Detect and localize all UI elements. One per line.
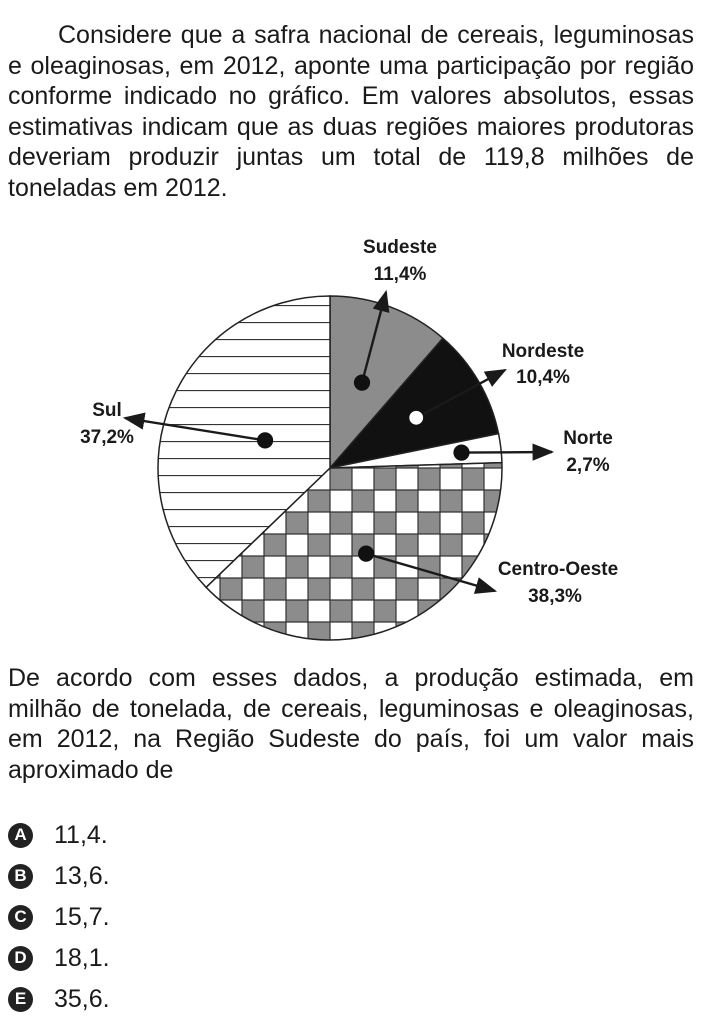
- option-a-badge: A: [8, 822, 33, 848]
- option-b-badge: B: [8, 863, 33, 889]
- option-b-text: 13,6.: [54, 861, 110, 890]
- label-centro-oeste-name: Centro-Oeste: [498, 559, 618, 580]
- dot-sudeste: [353, 374, 371, 391]
- leader-sul: [122, 412, 266, 442]
- option-a-text: 11,4.: [54, 820, 108, 849]
- dot-sul: [257, 432, 274, 449]
- dot-norte: [453, 444, 470, 461]
- dot-nordeste: [408, 409, 425, 426]
- label-sudeste-name: Sudeste: [363, 237, 437, 258]
- leader-norte: [461, 443, 555, 461]
- label-centro-oeste-value: 38,3%: [528, 586, 582, 607]
- label-norte-value: 2,7%: [566, 455, 609, 476]
- option-b[interactable]: B 13,6.: [8, 856, 110, 896]
- leader-sudeste: [360, 289, 390, 383]
- label-sul-value: 37,2%: [80, 427, 134, 448]
- option-d-text: 18,1.: [54, 943, 110, 972]
- label-nordeste-value: 10,4%: [516, 367, 570, 388]
- leader-centro-oeste: [365, 552, 498, 594]
- option-d[interactable]: D 18,1.: [8, 938, 110, 978]
- dot-centro-oeste: [358, 545, 375, 562]
- option-c-badge: C: [8, 904, 33, 930]
- option-d-badge: D: [8, 945, 33, 971]
- label-nordeste-name: Nordeste: [502, 341, 584, 362]
- option-c[interactable]: C 15,7.: [8, 897, 110, 937]
- option-e-text: 35,6.: [54, 984, 110, 1013]
- option-c-text: 15,7.: [54, 902, 110, 931]
- slice-nordeste: [327, 337, 500, 470]
- intro-paragraph: Considere que a safra nacional de cereai…: [8, 21, 694, 202]
- option-a[interactable]: A 11,4.: [8, 815, 108, 855]
- pie-chart: Sudeste 11,4% Nordeste 10,4% Norte 2,7% …: [80, 237, 618, 641]
- question-paragraph: De acordo com esses dados, a produção es…: [8, 664, 694, 784]
- slice-sul: [157, 295, 331, 589]
- label-sudeste-value: 11,4%: [374, 264, 427, 285]
- leader-nordeste: [415, 368, 507, 419]
- label-sul-name: Sul: [92, 400, 122, 421]
- option-e-badge: E: [8, 986, 33, 1012]
- label-norte-name: Norte: [563, 428, 613, 449]
- option-e[interactable]: E 35,6.: [8, 979, 110, 1019]
- slice-sudeste: [329, 295, 444, 471]
- slice-centro-oeste: [205, 461, 503, 641]
